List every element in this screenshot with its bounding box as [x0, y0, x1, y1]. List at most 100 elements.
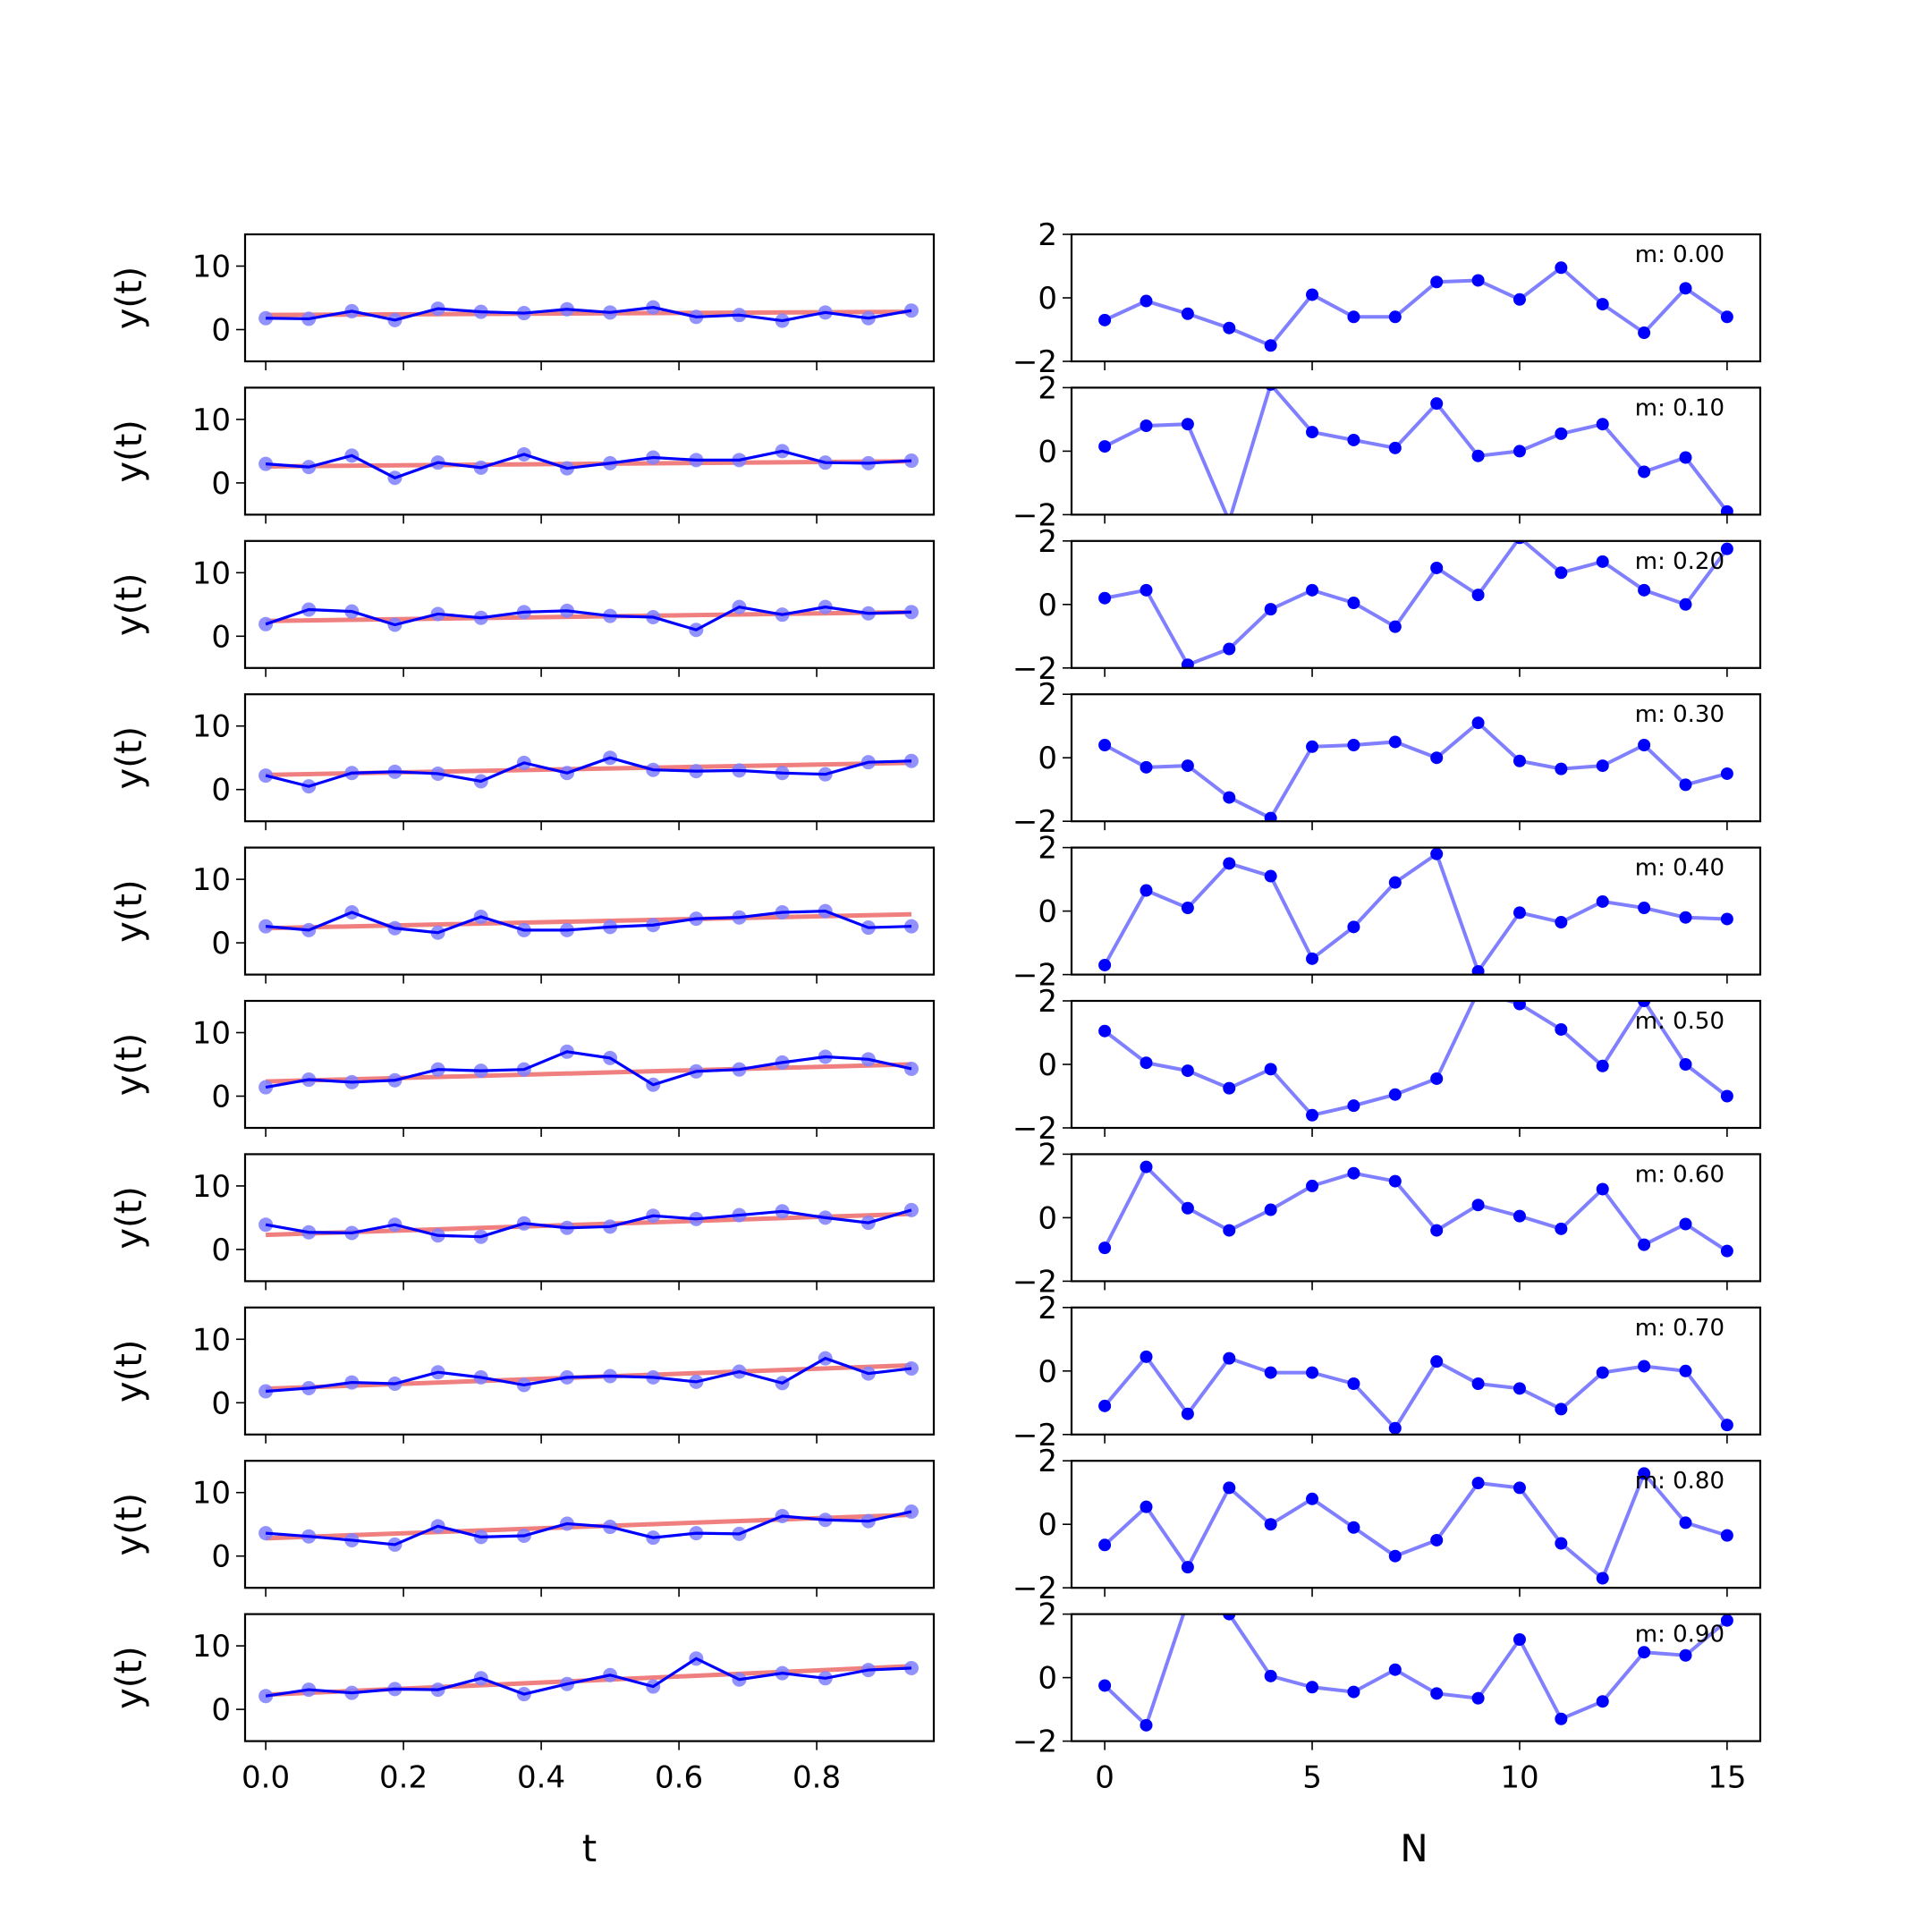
series-line [1104, 540, 1729, 667]
data-point [1098, 1241, 1112, 1255]
data-point [1679, 597, 1692, 611]
data-point [1098, 1679, 1112, 1692]
y-tick-label: 0 [1038, 1047, 1057, 1083]
left-axes-frame-5 [243, 999, 936, 1130]
data-point [1513, 292, 1526, 306]
data-point [1471, 1691, 1485, 1705]
data-point [1306, 1681, 1319, 1694]
right-x-tick-label: 0 [1095, 1760, 1114, 1796]
data-point [1098, 440, 1112, 453]
data-point [1471, 716, 1485, 730]
data-point [1264, 811, 1277, 822]
data-point [1638, 1001, 1651, 1007]
left-subplot-5: 0 10 y(t) [109, 999, 936, 1137]
y-tick-label: 0 [211, 313, 231, 349]
y-tick-label: 0 [211, 926, 231, 962]
series-line [1104, 265, 1729, 348]
right-plot-area-8 [1098, 1467, 1733, 1585]
data-point [1720, 542, 1733, 555]
right-subplot-1: −2 0 2 m: 0.10 [1013, 370, 1762, 533]
data-point [1140, 884, 1153, 897]
m-annotation: m: 0.60 [1635, 1161, 1724, 1188]
data-point [1098, 958, 1112, 971]
left-x-tick-label: 0.8 [792, 1760, 841, 1796]
data-point [1596, 418, 1609, 431]
y-tick-label: −2 [1013, 804, 1057, 840]
series-line [265, 1657, 912, 1698]
left-plot-area-1 [258, 444, 919, 486]
data-point [1430, 751, 1444, 765]
right-plot-area-1 [1098, 387, 1733, 515]
right-plot-area-7 [1098, 1350, 1733, 1435]
data-point [1596, 1182, 1609, 1196]
y-tick-label: −2 [1013, 1418, 1057, 1453]
left-axes-frame-6 [243, 1153, 936, 1283]
data-point [1098, 739, 1112, 751]
data-point [1223, 1614, 1236, 1621]
y-axis-label: y(t) [109, 1646, 150, 1709]
y-tick-label: 10 [192, 1476, 231, 1512]
y-tick-label: 2 [1038, 984, 1057, 1020]
data-point [1596, 759, 1609, 773]
m-annotation: m: 0.80 [1635, 1468, 1724, 1495]
left-axes-frame-4 [243, 846, 936, 976]
data-point [1223, 857, 1236, 870]
y-tick-label: 2 [1038, 831, 1057, 867]
data-point [1513, 1481, 1526, 1495]
data-point [1347, 1685, 1360, 1699]
data-point [1679, 1648, 1692, 1662]
data-point [1140, 1160, 1153, 1174]
data-point [1638, 1360, 1651, 1373]
y-tick-label: 2 [1038, 1444, 1057, 1479]
series-line [266, 306, 912, 323]
y-tick-label: −2 [1013, 651, 1057, 687]
data-point [1471, 965, 1485, 975]
data-point [1679, 1364, 1692, 1377]
series-line [265, 605, 912, 631]
y-tick-label: 0 [211, 773, 231, 809]
y-tick-label: 0 [1038, 1354, 1057, 1390]
series-line [265, 1050, 912, 1089]
right-subplot-2: −2 0 2 m: 0.20 [1013, 524, 1762, 687]
m-annotation: m: 0.20 [1635, 548, 1724, 575]
y-axis-label: y(t) [109, 267, 150, 330]
y-tick-label: −2 [1013, 1111, 1057, 1147]
data-point [1471, 1477, 1485, 1490]
left-subplot-1: 0 10 y(t) [109, 386, 936, 524]
left-subplot-6: 0 10 y(t) [109, 1153, 936, 1291]
data-point [1306, 288, 1319, 301]
data-point [1596, 1695, 1609, 1708]
data-point [1638, 465, 1651, 479]
data-point [1430, 1533, 1444, 1546]
data-point [1347, 1377, 1360, 1390]
y-axis-label: y(t) [109, 1340, 150, 1403]
data-point [1638, 739, 1651, 751]
right-x-tick-label: 10 [1500, 1760, 1538, 1796]
y-axis-label: y(t) [109, 573, 150, 637]
data-point [1347, 1099, 1360, 1113]
y-axis-label: y(t) [109, 1493, 150, 1556]
data-point [1471, 274, 1485, 287]
data-point [1264, 339, 1277, 352]
left-subplot-4: 0 10 y(t) [109, 846, 936, 984]
data-point [1720, 1244, 1733, 1258]
y-tick-label: 0 [211, 1080, 231, 1115]
data-point [1555, 427, 1568, 440]
left-axes-frame-8 [243, 1460, 936, 1589]
data-point [1264, 1366, 1277, 1379]
data-point [1388, 441, 1402, 454]
left-axes-frame-3 [243, 693, 936, 823]
right-subplot-5: −2 0 2 m: 0.50 [1013, 984, 1762, 1147]
y-axis-label: y(t) [109, 726, 150, 790]
data-point [1388, 620, 1402, 633]
left-axes-frame-1 [243, 386, 936, 516]
series-line [1103, 1353, 1729, 1431]
y-tick-label: 2 [1038, 1137, 1057, 1173]
data-point [1223, 1081, 1236, 1095]
left-x-tick-label: 0.2 [379, 1760, 428, 1796]
y-tick-label: 0 [211, 1539, 231, 1575]
series-line [265, 756, 912, 788]
data-point [1388, 310, 1402, 324]
data-point [1596, 555, 1609, 568]
data-point [1223, 642, 1236, 656]
